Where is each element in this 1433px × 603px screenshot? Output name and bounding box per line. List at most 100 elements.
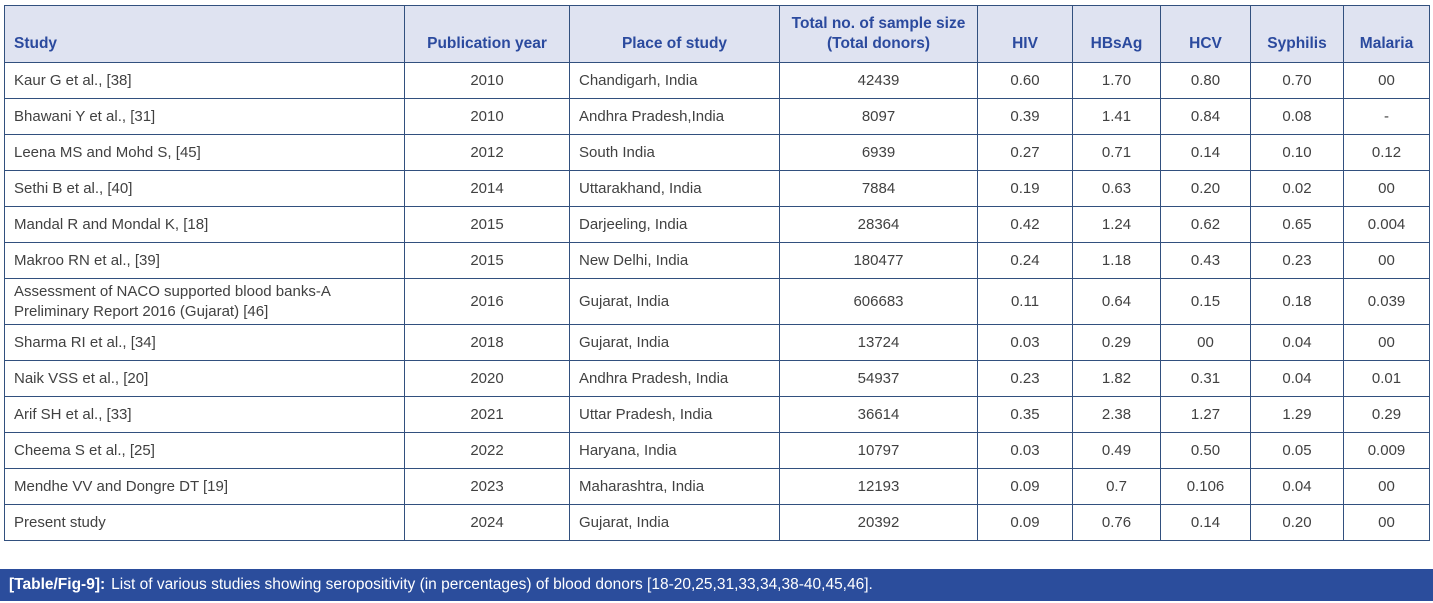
cell-year: 2010 bbox=[404, 62, 570, 99]
column-header-total-sample-size: Total no. of sample size (Total donors) bbox=[779, 5, 978, 63]
table-row: Mendhe VV and Dongre DT [19] 2023 Mahara… bbox=[4, 468, 1430, 505]
cell-hbsag: 0.7 bbox=[1072, 468, 1161, 505]
column-header-place-of-study: Place of study bbox=[569, 5, 780, 63]
caption-text: List of various studies showing seroposi… bbox=[111, 576, 873, 593]
cell-hcv: 0.31 bbox=[1160, 360, 1251, 397]
cell-hcv: 0.43 bbox=[1160, 242, 1251, 279]
cell-hcv: 0.106 bbox=[1160, 468, 1251, 505]
cell-place: Andhra Pradesh,India bbox=[569, 98, 780, 135]
cell-malaria: 00 bbox=[1343, 242, 1430, 279]
cell-hcv: 0.62 bbox=[1160, 206, 1251, 243]
cell-hcv: 0.50 bbox=[1160, 432, 1251, 469]
cell-malaria: - bbox=[1343, 98, 1430, 135]
cell-total: 6939 bbox=[779, 134, 978, 171]
column-header-hiv: HIV bbox=[977, 5, 1073, 63]
cell-hiv: 0.03 bbox=[977, 324, 1073, 361]
cell-total: 10797 bbox=[779, 432, 978, 469]
cell-place: New Delhi, India bbox=[569, 242, 780, 279]
cell-hbsag: 0.29 bbox=[1072, 324, 1161, 361]
cell-hiv: 0.60 bbox=[977, 62, 1073, 99]
cell-study: Cheema S et al., [25] bbox=[4, 432, 405, 469]
table-row: Sethi B et al., [40] 2014 Uttarakhand, I… bbox=[4, 170, 1430, 207]
cell-hcv: 0.15 bbox=[1160, 278, 1251, 325]
cell-year: 2022 bbox=[404, 432, 570, 469]
cell-hbsag: 0.71 bbox=[1072, 134, 1161, 171]
cell-place: Gujarat, India bbox=[569, 324, 780, 361]
cell-hcv: 0.14 bbox=[1160, 504, 1251, 541]
cell-hcv: 0.14 bbox=[1160, 134, 1251, 171]
cell-year: 2016 bbox=[404, 278, 570, 325]
cell-hiv: 0.09 bbox=[977, 504, 1073, 541]
cell-study: Sethi B et al., [40] bbox=[4, 170, 405, 207]
cell-hiv: 0.11 bbox=[977, 278, 1073, 325]
cell-hbsag: 1.70 bbox=[1072, 62, 1161, 99]
cell-place: Chandigarh, India bbox=[569, 62, 780, 99]
caption-tag: [Table/Fig-9]: bbox=[9, 576, 106, 593]
table-row: Assessment of NACO supported blood banks… bbox=[4, 278, 1430, 325]
cell-total: 28364 bbox=[779, 206, 978, 243]
column-header-study: Study bbox=[4, 5, 405, 63]
column-header-publication-year: Publication year bbox=[404, 5, 570, 63]
cell-malaria: 00 bbox=[1343, 324, 1430, 361]
cell-hiv: 0.39 bbox=[977, 98, 1073, 135]
cell-place: Uttarakhand, India bbox=[569, 170, 780, 207]
cell-syphilis: 0.08 bbox=[1250, 98, 1344, 135]
cell-syphilis: 0.65 bbox=[1250, 206, 1344, 243]
cell-study: Mendhe VV and Dongre DT [19] bbox=[4, 468, 405, 505]
cell-study: Assessment of NACO supported blood banks… bbox=[4, 278, 405, 325]
cell-year: 2021 bbox=[404, 396, 570, 433]
table-row: Present study 2024 Gujarat, India 20392 … bbox=[4, 504, 1430, 541]
cell-study: Leena MS and Mohd S, [45] bbox=[4, 134, 405, 171]
cell-total: 36614 bbox=[779, 396, 978, 433]
cell-syphilis: 0.04 bbox=[1250, 360, 1344, 397]
table-row: Leena MS and Mohd S, [45] 2012 South Ind… bbox=[4, 134, 1430, 171]
table-row: Mandal R and Mondal K, [18] 2015 Darjeel… bbox=[4, 206, 1430, 243]
cell-place: South India bbox=[569, 134, 780, 171]
cell-hiv: 0.23 bbox=[977, 360, 1073, 397]
column-header-hbsag: HBsAg bbox=[1072, 5, 1161, 63]
cell-malaria: 0.009 bbox=[1343, 432, 1430, 469]
cell-syphilis: 0.04 bbox=[1250, 324, 1344, 361]
cell-study: Arif SH et al., [33] bbox=[4, 396, 405, 433]
cell-total: 13724 bbox=[779, 324, 978, 361]
cell-syphilis: 0.23 bbox=[1250, 242, 1344, 279]
cell-syphilis: 0.20 bbox=[1250, 504, 1344, 541]
cell-malaria: 0.29 bbox=[1343, 396, 1430, 433]
cell-malaria: 0.004 bbox=[1343, 206, 1430, 243]
cell-total: 42439 bbox=[779, 62, 978, 99]
cell-study: Kaur G et al., [38] bbox=[4, 62, 405, 99]
cell-syphilis: 0.10 bbox=[1250, 134, 1344, 171]
cell-hiv: 0.42 bbox=[977, 206, 1073, 243]
table-row: Sharma RI et al., [34] 2018 Gujarat, Ind… bbox=[4, 324, 1430, 361]
cell-hbsag: 2.38 bbox=[1072, 396, 1161, 433]
cell-syphilis: 0.04 bbox=[1250, 468, 1344, 505]
cell-total: 606683 bbox=[779, 278, 978, 325]
cell-study: Mandal R and Mondal K, [18] bbox=[4, 206, 405, 243]
cell-malaria: 0.12 bbox=[1343, 134, 1430, 171]
table-row: Makroo RN et al., [39] 2015 New Delhi, I… bbox=[4, 242, 1430, 279]
cell-year: 2023 bbox=[404, 468, 570, 505]
cell-hiv: 0.24 bbox=[977, 242, 1073, 279]
cell-study: Bhawani Y et al., [31] bbox=[4, 98, 405, 135]
column-header-malaria: Malaria bbox=[1343, 5, 1430, 63]
table-row: Bhawani Y et al., [31] 2010 Andhra Prade… bbox=[4, 98, 1430, 135]
cell-malaria: 0.01 bbox=[1343, 360, 1430, 397]
cell-hbsag: 0.64 bbox=[1072, 278, 1161, 325]
cell-hiv: 0.19 bbox=[977, 170, 1073, 207]
cell-malaria: 00 bbox=[1343, 468, 1430, 505]
cell-hiv: 0.35 bbox=[977, 396, 1073, 433]
cell-hbsag: 0.63 bbox=[1072, 170, 1161, 207]
cell-place: Haryana, India bbox=[569, 432, 780, 469]
cell-total: 7884 bbox=[779, 170, 978, 207]
cell-study: Naik VSS et al., [20] bbox=[4, 360, 405, 397]
cell-place: Gujarat, India bbox=[569, 504, 780, 541]
studies-table: Study Publication year Place of study To… bbox=[4, 5, 1430, 541]
column-header-syphilis: Syphilis bbox=[1250, 5, 1344, 63]
cell-syphilis: 0.70 bbox=[1250, 62, 1344, 99]
cell-syphilis: 0.05 bbox=[1250, 432, 1344, 469]
cell-place: Darjeeling, India bbox=[569, 206, 780, 243]
cell-hbsag: 1.24 bbox=[1072, 206, 1161, 243]
cell-hcv: 0.84 bbox=[1160, 98, 1251, 135]
cell-hiv: 0.27 bbox=[977, 134, 1073, 171]
